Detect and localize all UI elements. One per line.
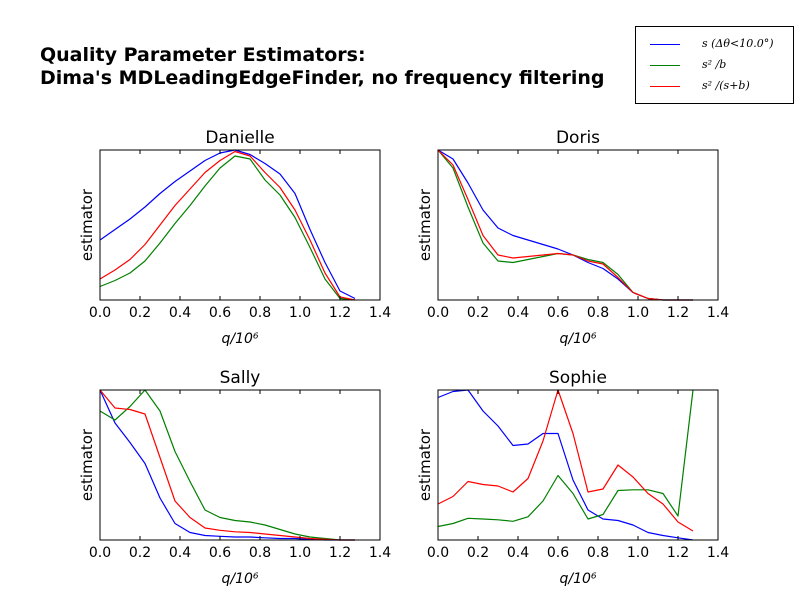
x-tick-label: 0.6 — [547, 545, 569, 561]
x-tick-label: 0.8 — [249, 305, 271, 321]
x-tick-label: 1.4 — [707, 305, 729, 321]
series-line-3 — [437, 389, 694, 532]
x-tick-label: 1.2 — [667, 545, 689, 561]
series-line-1 — [437, 389, 694, 541]
x-tick-label: 0.2 — [129, 305, 151, 321]
x-tick-label: 1.2 — [667, 305, 689, 321]
series-line-2 — [99, 155, 356, 301]
legend-label-3: s² /(s+b) — [702, 79, 750, 92]
x-tick-label: 1.2 — [329, 545, 351, 561]
series-line-1 — [99, 149, 356, 300]
x-tick-label: 1.2 — [329, 305, 351, 321]
y-axis-label: estimator — [78, 428, 96, 501]
x-tick-label: 0.6 — [547, 305, 569, 321]
x-tick-label: 0.0 — [89, 305, 111, 321]
series-line-3 — [99, 150, 356, 301]
axes-frame — [437, 149, 719, 301]
x-axis-label: q/10⁶ — [221, 331, 258, 347]
x-tick-label: 0.2 — [129, 545, 151, 561]
panel-doris: 0.0 0.2 0.4 0.6 0.8 1.0 1.2 1.4 Doris q/10⁶ estima… — [416, 128, 729, 347]
series-line-2 — [437, 149, 693, 301]
legend-entry-3: s² /(s+b) — [636, 78, 795, 96]
panel-sophie: 0.0 0.2 0.4 0.6 0.8 1.0 1.2 1.4 Sophie q/10⁶ estim… — [416, 368, 729, 587]
series-line-2 — [99, 389, 355, 541]
panel-title: Doris — [556, 128, 600, 148]
x-tick-label: 0.6 — [209, 305, 231, 321]
series-line-1 — [437, 149, 693, 301]
x-tick-label: 0.4 — [169, 305, 191, 321]
series-line-3 — [99, 389, 355, 541]
series-line-2 — [437, 389, 694, 528]
panel-title: Danielle — [205, 128, 274, 148]
x-tick-label: 0.2 — [467, 545, 489, 561]
x-tick-label: 0.8 — [249, 545, 271, 561]
x-tick-label: 0.4 — [169, 545, 191, 561]
axes-frame — [99, 149, 381, 301]
x-axis-label: q/10⁶ — [559, 571, 596, 587]
y-axis-label: estimator — [78, 188, 96, 261]
y-axis-label: estimator — [416, 188, 434, 261]
suptitle-line-2: Dima's MDLeadingEdgeFinder, no frequency… — [40, 67, 605, 89]
x-tick-label: 1.4 — [369, 305, 391, 321]
x-tick-label: 1.0 — [289, 305, 311, 321]
legend-label-2: s² /b — [702, 58, 727, 71]
x-tick-label: 0.4 — [507, 305, 529, 321]
x-tick-label: 0.4 — [507, 545, 529, 561]
x-tick-label: 0.8 — [587, 305, 609, 321]
x-tick-label: 0.0 — [427, 545, 449, 561]
x-tick-label: 0.8 — [587, 545, 609, 561]
x-tick-label: 0.0 — [89, 545, 111, 561]
legend-line-green — [650, 65, 680, 66]
x-axis-label: q/10⁶ — [559, 331, 596, 347]
suptitle-line-1: Quality Parameter Estimators: — [40, 44, 366, 66]
series-line-3 — [437, 149, 693, 301]
y-axis-label: estimator — [416, 428, 434, 501]
legend-line-blue — [650, 44, 680, 45]
x-tick-label: 1.4 — [369, 545, 391, 561]
x-tick-label: 1.0 — [627, 305, 649, 321]
x-tick-label: 1.4 — [707, 545, 729, 561]
panel-title: Sally — [220, 368, 261, 388]
panel-sally: 0.0 0.2 0.4 0.6 0.8 1.0 1.2 1.4 Sally q/10⁶ estima… — [78, 368, 391, 587]
axes-frame — [437, 389, 719, 541]
axes-frame — [99, 389, 381, 541]
x-tick-label: 0.6 — [209, 545, 231, 561]
x-axis-label: q/10⁶ — [221, 571, 258, 587]
legend-entry-1: s (Δθ<10.0°) — [636, 36, 795, 54]
panel-title: Sophie — [549, 368, 607, 388]
legend: s (Δθ<10.0°) s² /b s² /(s+b) — [635, 26, 794, 104]
x-tick-label: 0.0 — [427, 305, 449, 321]
x-tick-label: 0.2 — [467, 305, 489, 321]
figure-suptitle: Quality Parameter Estimators: Dima's MDL… — [40, 44, 604, 90]
legend-label-1: s (Δθ<10.0°) — [702, 37, 774, 50]
series-line-1 — [99, 389, 355, 541]
legend-line-red — [650, 86, 680, 87]
panel-danielle: 0.0 0.2 0.4 0.6 0.8 1.0 1.2 1.4 Danielle q/10⁶ est… — [78, 128, 391, 347]
x-tick-label: 1.0 — [289, 545, 311, 561]
x-tick-label: 1.0 — [627, 545, 649, 561]
legend-entry-2: s² /b — [636, 57, 795, 75]
